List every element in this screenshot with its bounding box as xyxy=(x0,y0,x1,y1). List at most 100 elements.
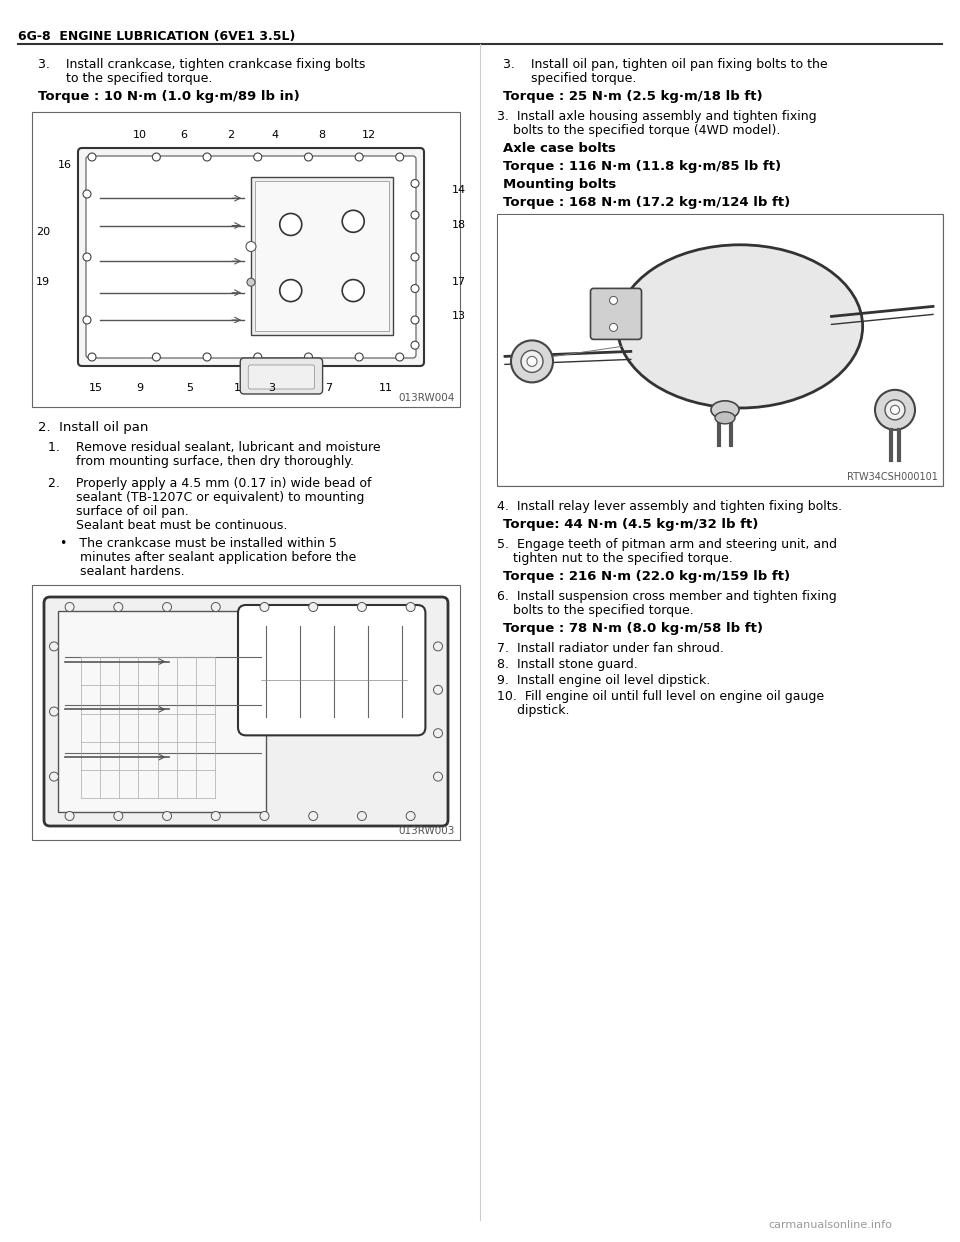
Bar xyxy=(498,215,942,484)
FancyBboxPatch shape xyxy=(238,605,425,735)
Circle shape xyxy=(309,811,318,821)
Circle shape xyxy=(610,297,617,304)
Circle shape xyxy=(411,211,419,219)
Text: 1.    Remove residual sealant, lubricant and moisture: 1. Remove residual sealant, lubricant an… xyxy=(48,441,380,455)
Text: 3: 3 xyxy=(268,383,275,392)
Circle shape xyxy=(411,253,419,261)
Text: 1: 1 xyxy=(234,383,241,392)
FancyBboxPatch shape xyxy=(590,288,641,339)
Text: specified torque.: specified torque. xyxy=(503,72,636,84)
Text: 2: 2 xyxy=(228,130,234,140)
Bar xyxy=(255,181,389,330)
Circle shape xyxy=(114,602,123,611)
Bar xyxy=(32,112,460,407)
Circle shape xyxy=(434,642,443,651)
Text: Torque : 216 N·m (22.0 kg·m/159 lb ft): Torque : 216 N·m (22.0 kg·m/159 lb ft) xyxy=(503,570,790,582)
Text: Axle case bolts: Axle case bolts xyxy=(503,142,616,155)
Circle shape xyxy=(153,153,160,161)
FancyBboxPatch shape xyxy=(240,358,323,394)
Ellipse shape xyxy=(521,350,543,373)
Circle shape xyxy=(83,315,91,324)
Ellipse shape xyxy=(891,405,900,415)
FancyBboxPatch shape xyxy=(86,156,416,358)
Text: 2.  Install oil pan: 2. Install oil pan xyxy=(38,421,149,433)
Text: 4: 4 xyxy=(349,215,357,227)
Ellipse shape xyxy=(511,340,553,383)
Ellipse shape xyxy=(527,356,537,366)
Circle shape xyxy=(279,214,301,236)
Ellipse shape xyxy=(617,245,863,409)
Text: Torque : 78 N·m (8.0 kg·m/58 lb ft): Torque : 78 N·m (8.0 kg·m/58 lb ft) xyxy=(503,622,763,635)
Circle shape xyxy=(411,180,419,188)
Circle shape xyxy=(406,602,415,611)
Text: 5: 5 xyxy=(186,383,194,392)
Circle shape xyxy=(355,153,363,161)
Circle shape xyxy=(246,241,256,251)
Text: 9: 9 xyxy=(136,383,143,392)
Circle shape xyxy=(211,602,220,611)
Text: 8.  Install stone guard.: 8. Install stone guard. xyxy=(497,658,637,671)
Circle shape xyxy=(50,642,59,651)
Text: sealant (TB-1207C or equivalent) to mounting: sealant (TB-1207C or equivalent) to moun… xyxy=(48,491,365,504)
Text: 12: 12 xyxy=(362,130,376,140)
Text: 2.    Properly apply a 4.5 mm (0.17 in) wide bead of: 2. Properly apply a 4.5 mm (0.17 in) wid… xyxy=(48,477,372,491)
Circle shape xyxy=(247,278,255,286)
FancyBboxPatch shape xyxy=(44,597,448,826)
Text: from mounting surface, then dry thoroughly.: from mounting surface, then dry thorough… xyxy=(48,455,354,468)
Circle shape xyxy=(83,190,91,197)
Text: 14: 14 xyxy=(452,185,467,195)
Text: 6G-8  ENGINE LUBRICATION (6VE1 3.5L): 6G-8 ENGINE LUBRICATION (6VE1 3.5L) xyxy=(18,30,296,43)
Circle shape xyxy=(411,342,419,349)
Ellipse shape xyxy=(711,401,739,419)
Circle shape xyxy=(162,811,172,821)
Circle shape xyxy=(342,210,364,232)
Text: 6: 6 xyxy=(180,130,187,140)
Text: 15: 15 xyxy=(88,383,103,392)
Text: surface of oil pan.: surface of oil pan. xyxy=(48,505,189,518)
Text: 2: 2 xyxy=(349,284,357,297)
Text: 013RW004: 013RW004 xyxy=(398,392,455,402)
Circle shape xyxy=(260,811,269,821)
Text: 3.    Install crankcase, tighten crankcase fixing bolts: 3. Install crankcase, tighten crankcase … xyxy=(38,58,366,71)
Text: RTW34CSH000101: RTW34CSH000101 xyxy=(847,472,938,482)
Text: minutes after sealant application before the: minutes after sealant application before… xyxy=(48,551,356,564)
Circle shape xyxy=(211,811,220,821)
Bar xyxy=(32,585,460,840)
Circle shape xyxy=(304,153,312,161)
Bar xyxy=(251,178,393,334)
Text: 19: 19 xyxy=(36,277,50,287)
Text: 4.  Install relay lever assembly and tighten fixing bolts.: 4. Install relay lever assembly and tigh… xyxy=(497,501,842,513)
Text: 17: 17 xyxy=(452,277,467,287)
Text: 6.  Install suspension cross member and tighten fixing: 6. Install suspension cross member and t… xyxy=(497,590,837,604)
Circle shape xyxy=(434,686,443,694)
Circle shape xyxy=(88,153,96,161)
Text: 3: 3 xyxy=(287,217,295,231)
Circle shape xyxy=(153,353,160,361)
Circle shape xyxy=(253,353,262,361)
Text: 11: 11 xyxy=(379,383,394,392)
Circle shape xyxy=(65,811,74,821)
Text: 9.  Install engine oil level dipstick.: 9. Install engine oil level dipstick. xyxy=(497,674,710,687)
Bar xyxy=(58,611,266,812)
Text: 3.    Install oil pan, tighten oil pan fixing bolts to the: 3. Install oil pan, tighten oil pan fixi… xyxy=(503,58,828,71)
Text: bolts to the specified torque (4WD model).: bolts to the specified torque (4WD model… xyxy=(497,124,780,137)
Text: 8: 8 xyxy=(319,130,325,140)
Text: Sealant beat must be continuous.: Sealant beat must be continuous. xyxy=(48,519,287,532)
Text: Mounting bolts: Mounting bolts xyxy=(503,178,616,191)
Text: Torque : 25 N·m (2.5 kg·m/18 lb ft): Torque : 25 N·m (2.5 kg·m/18 lb ft) xyxy=(503,89,762,103)
FancyBboxPatch shape xyxy=(249,365,315,389)
Circle shape xyxy=(309,602,318,611)
Circle shape xyxy=(50,773,59,781)
Text: 10: 10 xyxy=(132,130,147,140)
FancyBboxPatch shape xyxy=(78,148,424,366)
Text: 7: 7 xyxy=(325,383,332,392)
Text: 10.  Fill engine oil until full level on engine oil gauge: 10. Fill engine oil until full level on … xyxy=(497,691,824,703)
Circle shape xyxy=(610,323,617,332)
Bar xyxy=(497,214,943,486)
Ellipse shape xyxy=(715,412,735,424)
Circle shape xyxy=(304,353,312,361)
Circle shape xyxy=(357,811,367,821)
Circle shape xyxy=(342,279,364,302)
Circle shape xyxy=(355,353,363,361)
Text: carmanualsonline.info: carmanualsonline.info xyxy=(768,1220,892,1230)
